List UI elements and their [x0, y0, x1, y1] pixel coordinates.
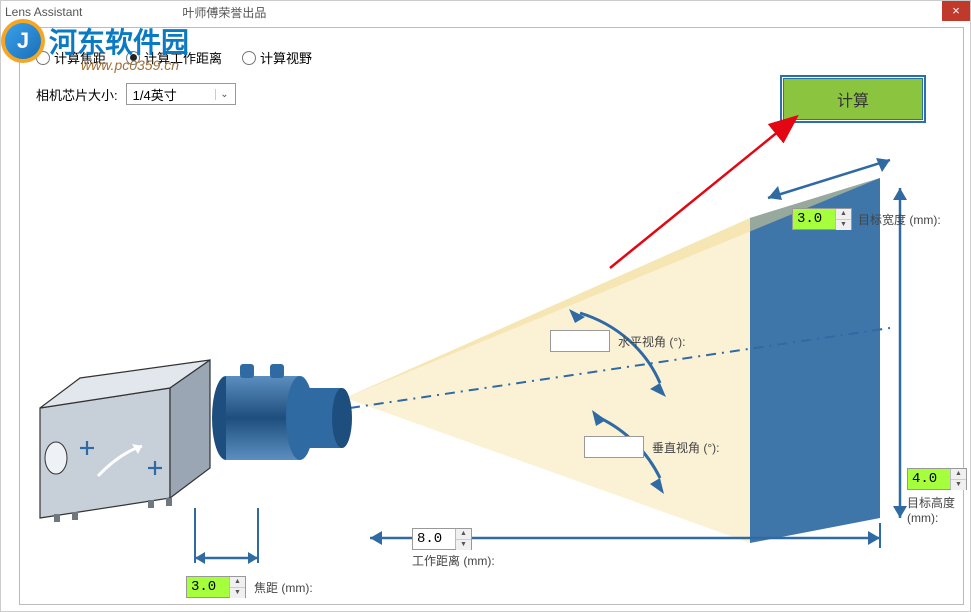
- radio-fov-label: 计算视野: [260, 48, 312, 67]
- sensor-label: 相机芯片大小:: [36, 85, 118, 104]
- chevron-down-icon: ⌄: [215, 89, 232, 100]
- target-width-value: 3.0: [793, 211, 835, 227]
- close-button[interactable]: ×: [942, 1, 970, 21]
- focal-label: 焦距 (mm):: [254, 579, 313, 596]
- author-label: 叶师傅荣誉出品: [182, 4, 266, 21]
- diagram-area: 3.0 ▲▼ 目标宽度 (mm): 4.0 ▲▼ 目标高度 (mm): 水平视角…: [20, 148, 963, 604]
- v-angle-label: 垂直视角 (°):: [652, 439, 719, 456]
- radio-distance[interactable]: 计算工作距离: [126, 48, 222, 67]
- sensor-value: 1/4英寸: [133, 85, 177, 104]
- radio-icon: [36, 51, 50, 65]
- focal-value: 3.0: [187, 579, 229, 595]
- focal-input[interactable]: 3.0 ▲▼: [186, 576, 246, 598]
- h-angle-label: 水平视角 (°):: [618, 333, 685, 350]
- target-height-value: 4.0: [908, 471, 950, 487]
- spinner[interactable]: ▲▼: [950, 469, 966, 489]
- title-bar: Lens Assistant 叶师傅荣誉出品: [1, 1, 970, 23]
- radio-fov[interactable]: 计算视野: [242, 48, 312, 67]
- target-height-input[interactable]: 4.0 ▲▼: [907, 468, 967, 490]
- radio-icon: [126, 51, 140, 65]
- spinner[interactable]: ▲▼: [229, 577, 245, 597]
- spinner[interactable]: ▲▼: [455, 529, 471, 549]
- h-angle-input[interactable]: [550, 330, 610, 352]
- target-height-label: 目标高度 (mm):: [907, 494, 957, 525]
- calculate-label: 计算: [837, 87, 869, 111]
- app-title: Lens Assistant: [5, 5, 82, 19]
- v-angle-input[interactable]: [584, 436, 644, 458]
- spinner[interactable]: ▲▼: [835, 209, 851, 229]
- radio-focal-label: 计算焦距: [54, 48, 106, 67]
- sensor-select[interactable]: 1/4英寸 ⌄: [126, 83, 236, 105]
- radio-row: 计算焦距 计算工作距离 计算视野: [36, 48, 947, 67]
- radio-distance-label: 计算工作距离: [144, 48, 222, 67]
- target-width-label: 目标宽度 (mm):: [858, 211, 941, 228]
- calculate-button[interactable]: 计算: [783, 78, 923, 120]
- close-icon: ×: [952, 3, 960, 18]
- radio-icon: [242, 51, 256, 65]
- app-window: Lens Assistant 叶师傅荣誉出品 × J 河东软件园 www.pc0…: [0, 0, 971, 612]
- content-panel: 计算焦距 计算工作距离 计算视野 相机芯片大小: 1/4英寸 ⌄: [19, 27, 964, 605]
- radio-focal[interactable]: 计算焦距: [36, 48, 106, 67]
- work-dist-label: 工作距离 (mm):: [412, 552, 495, 569]
- target-width-input[interactable]: 3.0 ▲▼: [792, 208, 852, 230]
- work-dist-input[interactable]: 8.0 ▲▼: [412, 528, 472, 550]
- work-dist-value: 8.0: [413, 531, 455, 547]
